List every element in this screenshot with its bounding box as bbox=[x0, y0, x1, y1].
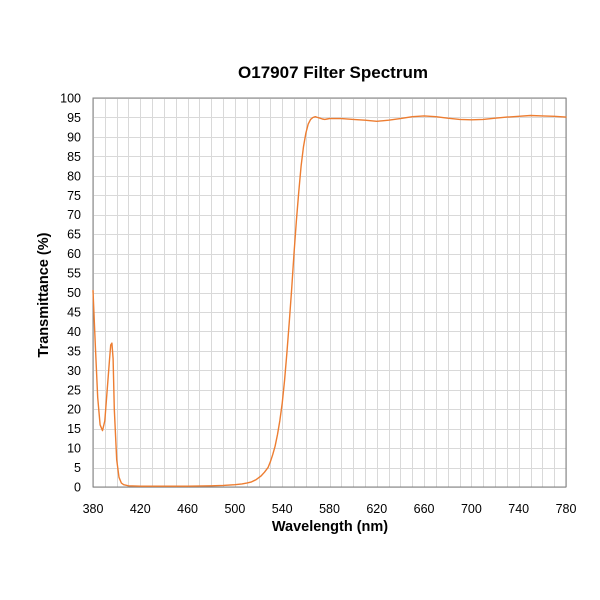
y-tick-label: 0 bbox=[74, 481, 81, 495]
y-tick-label: 90 bbox=[67, 130, 81, 144]
series-group bbox=[92, 114, 567, 487]
y-tick-label: 45 bbox=[67, 305, 81, 319]
y-tick-label: 100 bbox=[60, 92, 81, 106]
y-tick-label: 80 bbox=[67, 169, 81, 183]
y-axis-label: Transmittance (%) bbox=[36, 232, 52, 357]
y-tick-label: 85 bbox=[67, 150, 81, 164]
y-tick-label: 25 bbox=[67, 383, 81, 397]
x-axis-label: Wavelength (nm) bbox=[272, 519, 388, 535]
x-tick-label: 580 bbox=[319, 502, 340, 516]
y-tick-label: 55 bbox=[67, 267, 81, 281]
x-tick-label: 780 bbox=[556, 502, 577, 516]
x-tick-label: 740 bbox=[508, 502, 529, 516]
x-tick-label: 540 bbox=[272, 502, 293, 516]
y-tick-label: 5 bbox=[74, 461, 81, 475]
y-tick-label: 30 bbox=[67, 364, 81, 378]
y-tick-label: 20 bbox=[67, 403, 81, 417]
x-tick-label: 460 bbox=[177, 502, 198, 516]
x-tick-label: 700 bbox=[461, 502, 482, 516]
y-tick-label: 75 bbox=[67, 189, 81, 203]
y-tick-label: 70 bbox=[67, 208, 81, 222]
x-tick-labels: 380 420 460 500 540 580 620 660 700 740 780 bbox=[83, 502, 577, 516]
x-tick-label: 500 bbox=[224, 502, 245, 516]
x-tick-label: 420 bbox=[130, 502, 151, 516]
y-tick-label: 60 bbox=[67, 247, 81, 261]
y-tick-label: 95 bbox=[67, 111, 81, 125]
y-tick-label: 35 bbox=[67, 344, 81, 358]
y-tick-label: 65 bbox=[67, 228, 81, 242]
transmittance-series-line bbox=[92, 114, 567, 487]
y-tick-label: 40 bbox=[67, 325, 81, 339]
y-tick-labels: 0 5 10 15 20 25 30 35 40 45 50 55 60 65 70 75 80 85 90 95 10… bbox=[60, 92, 81, 495]
y-tick-label: 50 bbox=[67, 286, 81, 300]
y-tick-label: 10 bbox=[67, 442, 81, 456]
x-tick-label: 660 bbox=[414, 502, 435, 516]
grid bbox=[93, 98, 567, 488]
chart-title: O17907 Filter Spectrum bbox=[238, 63, 428, 82]
x-tick-label: 620 bbox=[366, 502, 387, 516]
x-tick-label: 380 bbox=[83, 502, 104, 516]
y-tick-label: 15 bbox=[67, 422, 81, 436]
